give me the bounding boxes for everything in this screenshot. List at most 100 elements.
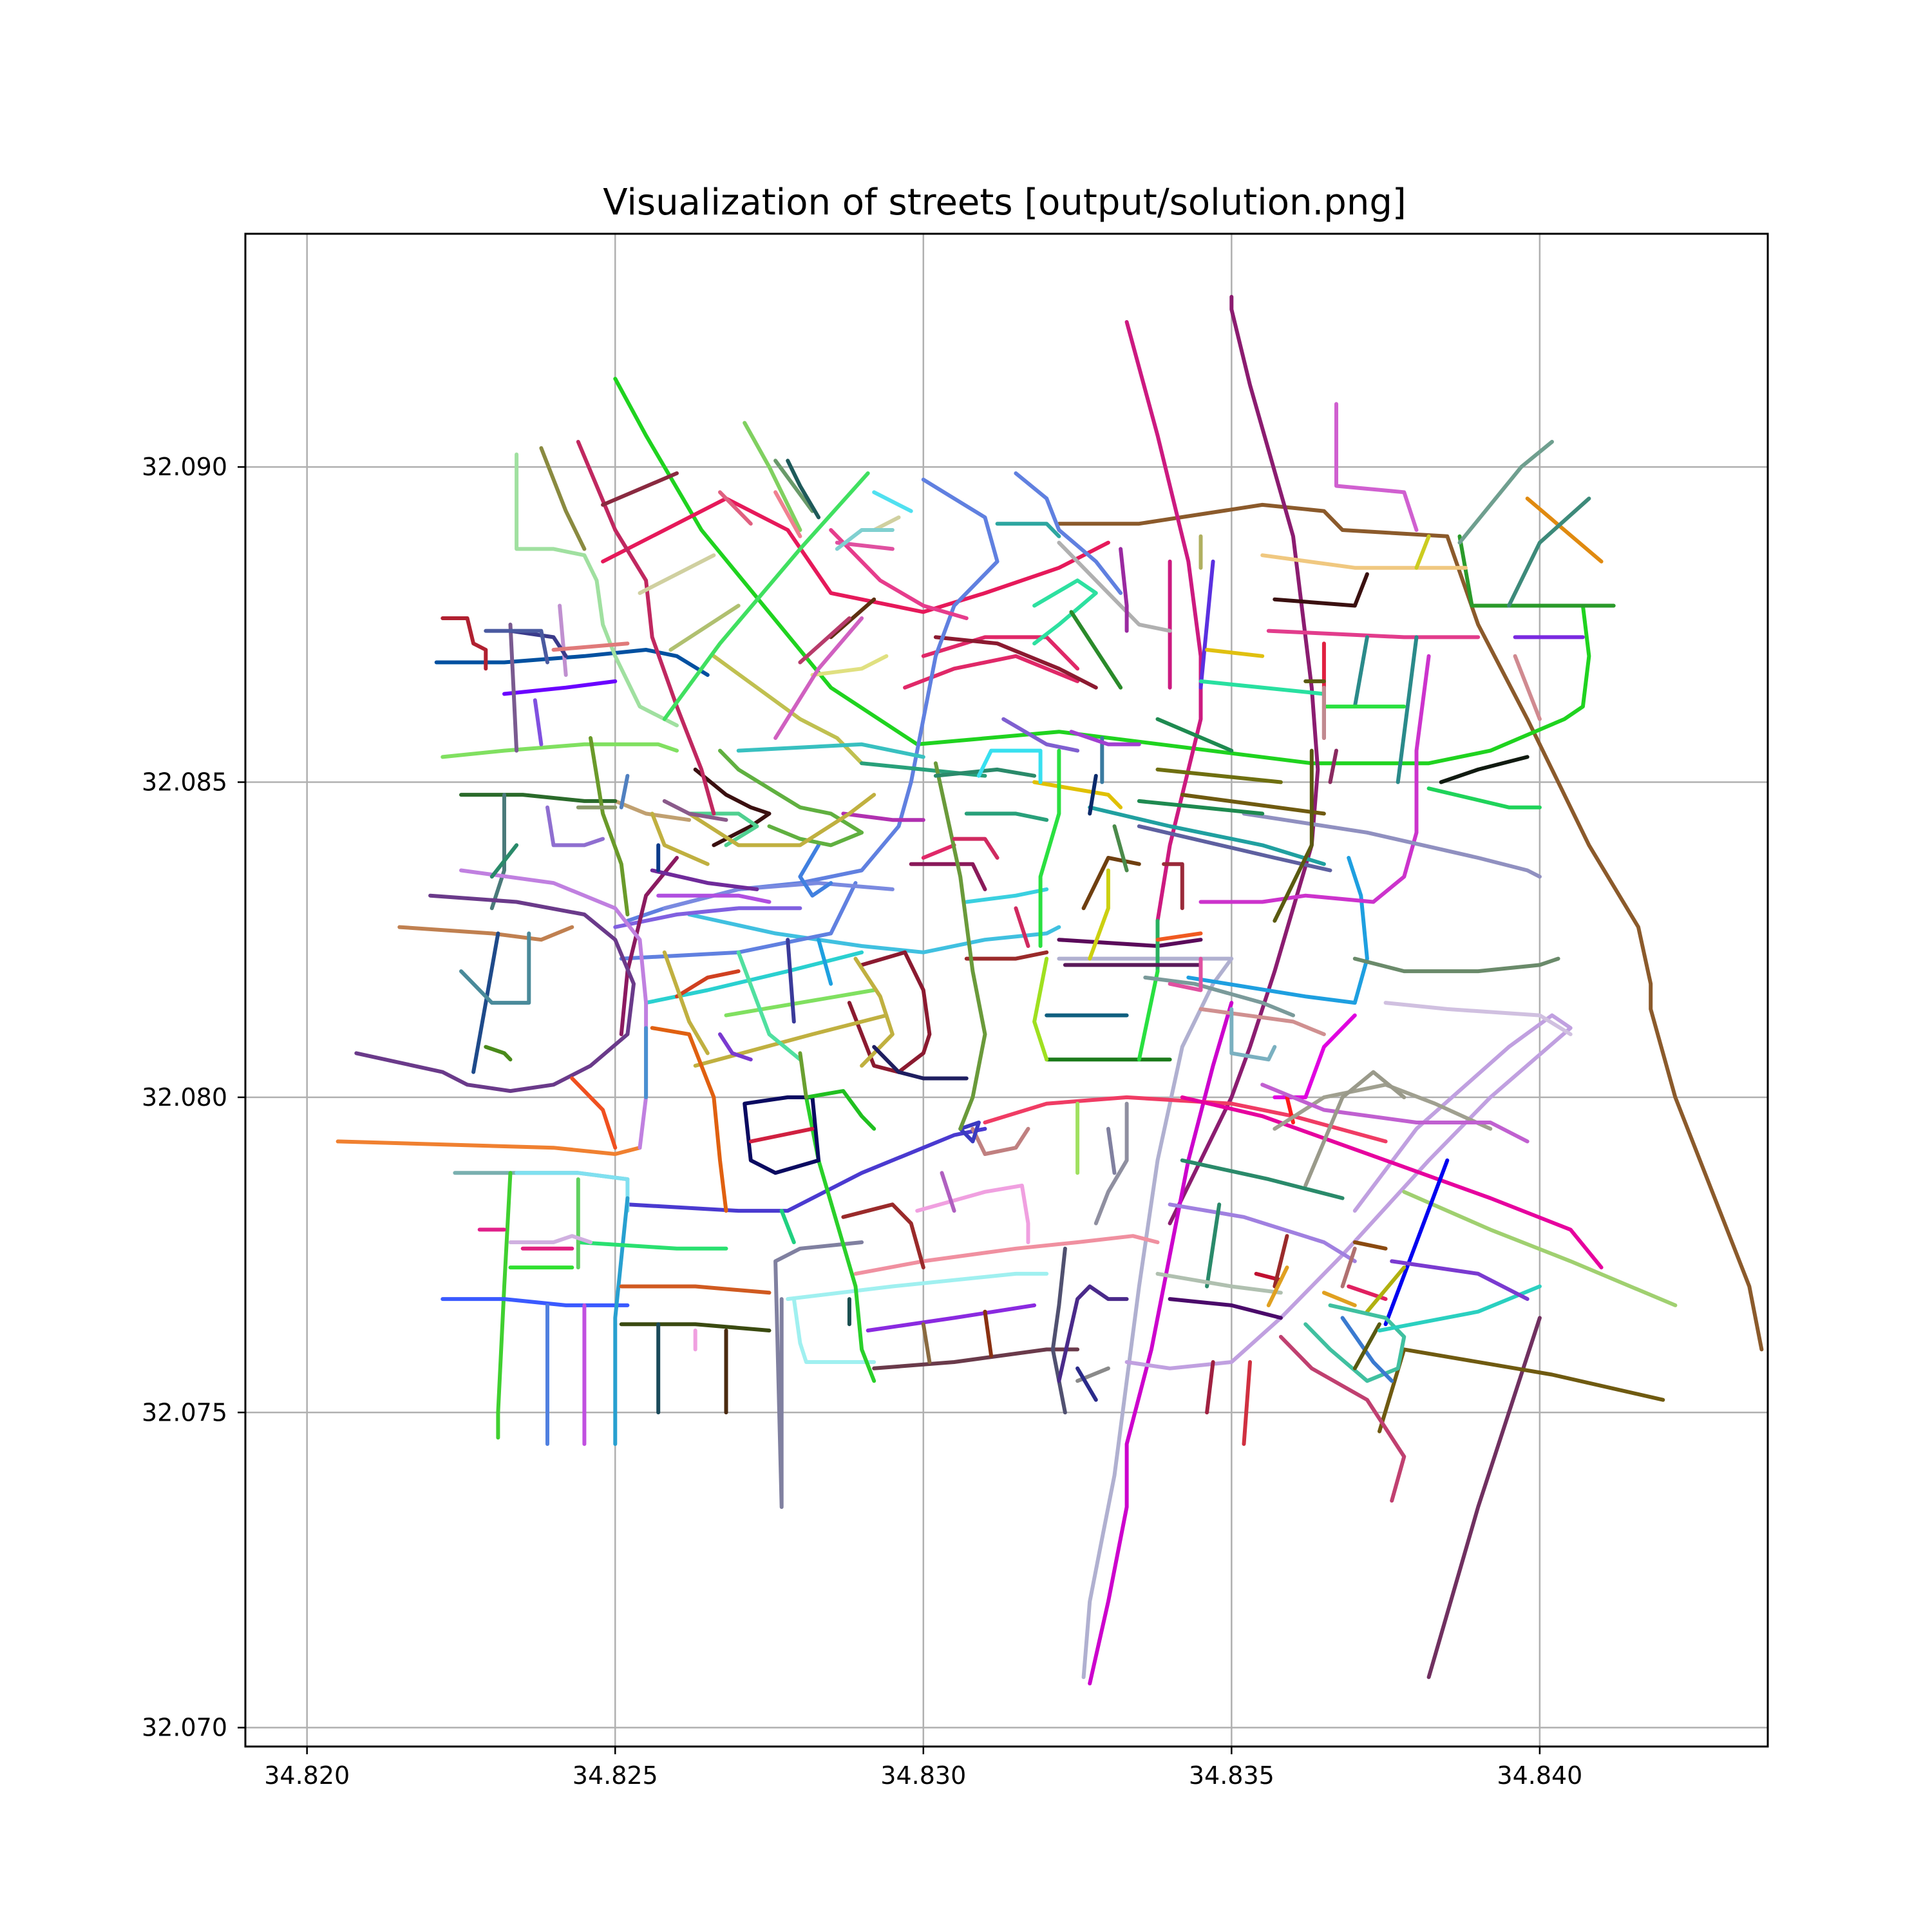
y-tick-label: 32.070	[142, 1714, 227, 1742]
street-line-218	[1352, 1240, 1388, 1251]
street-line-83	[736, 950, 802, 1062]
street-line-222	[1303, 1303, 1406, 1383]
y-tick-label: 32.085	[142, 768, 227, 797]
street-line-230	[1168, 956, 1203, 992]
street-line-68	[909, 862, 987, 891]
street-line-184	[1352, 956, 1560, 974]
street-line-67	[841, 811, 925, 822]
street-line-94	[650, 811, 710, 866]
y-tick-label: 32.080	[142, 1083, 227, 1112]
street-line-49	[1001, 717, 1080, 753]
street-line-85	[662, 950, 710, 1056]
street-line-224	[1352, 1322, 1381, 1370]
street-line-104	[397, 925, 574, 942]
street-line-171	[964, 950, 1049, 961]
street-line-168	[940, 1171, 956, 1213]
x-tick-label: 34.830	[880, 1761, 966, 1790]
street-line-18	[1426, 786, 1542, 810]
street-line-141	[508, 1234, 592, 1244]
street-line-6	[601, 497, 1110, 614]
street-line-117	[668, 603, 741, 652]
street-line-29	[1180, 793, 1326, 816]
street-line-19	[1457, 534, 1616, 608]
street-line-11	[1180, 1095, 1604, 1270]
plot-frame	[244, 232, 1769, 1748]
street-line-167	[958, 1121, 981, 1144]
street-line-22	[1507, 497, 1591, 608]
street-line-241	[872, 515, 901, 532]
street-line-131	[515, 1171, 630, 1213]
street-line-76	[619, 881, 858, 961]
street-line-209	[1180, 1158, 1345, 1200]
street-line-190	[1396, 635, 1419, 784]
street-line-154	[921, 1322, 932, 1364]
street-line-123	[551, 641, 630, 652]
street-line-101	[489, 793, 506, 911]
street-line-28	[1273, 572, 1369, 608]
y-tick-label: 32.075	[142, 1398, 227, 1426]
street-line-144	[619, 1322, 772, 1332]
street-line-124	[589, 736, 630, 916]
street-line-210	[1168, 1202, 1357, 1264]
street-line-133	[440, 1297, 630, 1307]
street-line-27	[1260, 553, 1468, 570]
street-line-5	[1124, 320, 1203, 923]
street-line-16	[1186, 856, 1369, 1005]
street-line-228	[1205, 1360, 1215, 1415]
street-line-217	[1321, 1291, 1357, 1307]
street-line-78	[613, 906, 802, 929]
street-line-215	[1273, 1234, 1289, 1289]
street-line-109	[650, 1026, 728, 1213]
street-line-207	[1260, 1083, 1530, 1144]
street-line-31	[1198, 559, 1215, 690]
street-line-195	[1273, 748, 1314, 923]
street-line-7	[1124, 1013, 1573, 1370]
street-line-150	[791, 1297, 876, 1364]
street-line-243	[773, 490, 802, 538]
street-line-65	[736, 742, 925, 759]
street-line-240	[662, 471, 870, 721]
street-line-179	[976, 748, 1043, 784]
street-line-220	[1365, 1265, 1406, 1314]
chart-title: Visualization of streets [output/solutio…	[603, 182, 1406, 223]
street-line-81	[786, 938, 796, 1024]
street-line-35	[1137, 799, 1265, 816]
street-line-91	[687, 793, 876, 848]
street-line-149	[786, 1271, 1049, 1302]
street-line-46	[1088, 773, 1098, 816]
street-line-61	[810, 654, 889, 677]
street-line-221	[1340, 1246, 1357, 1289]
street-line-88	[693, 767, 772, 848]
street-line-10	[983, 1095, 1388, 1144]
street-line-14	[1426, 1316, 1542, 1680]
street-line-73	[724, 988, 876, 1018]
street-line-173	[933, 761, 987, 1131]
street-line-164	[804, 1089, 876, 1131]
street-line-176	[952, 837, 999, 860]
street-line-185	[1439, 755, 1530, 784]
street-line-199	[1414, 534, 1431, 570]
street-line-21	[1525, 497, 1604, 564]
street-line-111	[539, 446, 587, 551]
street-line-122	[484, 629, 549, 665]
x-tick-label: 34.835	[1189, 1761, 1274, 1790]
street-line-75	[675, 969, 741, 999]
street-line-23	[1242, 811, 1542, 879]
street-line-155	[983, 1309, 994, 1358]
street-line-116	[638, 553, 716, 595]
street-line-63	[798, 616, 851, 665]
street-line-97	[502, 679, 618, 696]
street-line-24	[1088, 805, 1326, 866]
street-line-211	[1205, 1202, 1222, 1289]
street-line-69	[921, 843, 956, 860]
street-line-58	[1069, 610, 1123, 690]
street-line-177	[964, 811, 1049, 822]
x-tick-label: 34.820	[264, 1761, 350, 1790]
street-line-106	[459, 931, 531, 1005]
street-line-115	[558, 603, 568, 677]
street-line-192	[1328, 748, 1338, 784]
street-line-182	[1162, 862, 1184, 911]
street-line-200	[1119, 547, 1129, 633]
street-line-92	[662, 799, 728, 822]
